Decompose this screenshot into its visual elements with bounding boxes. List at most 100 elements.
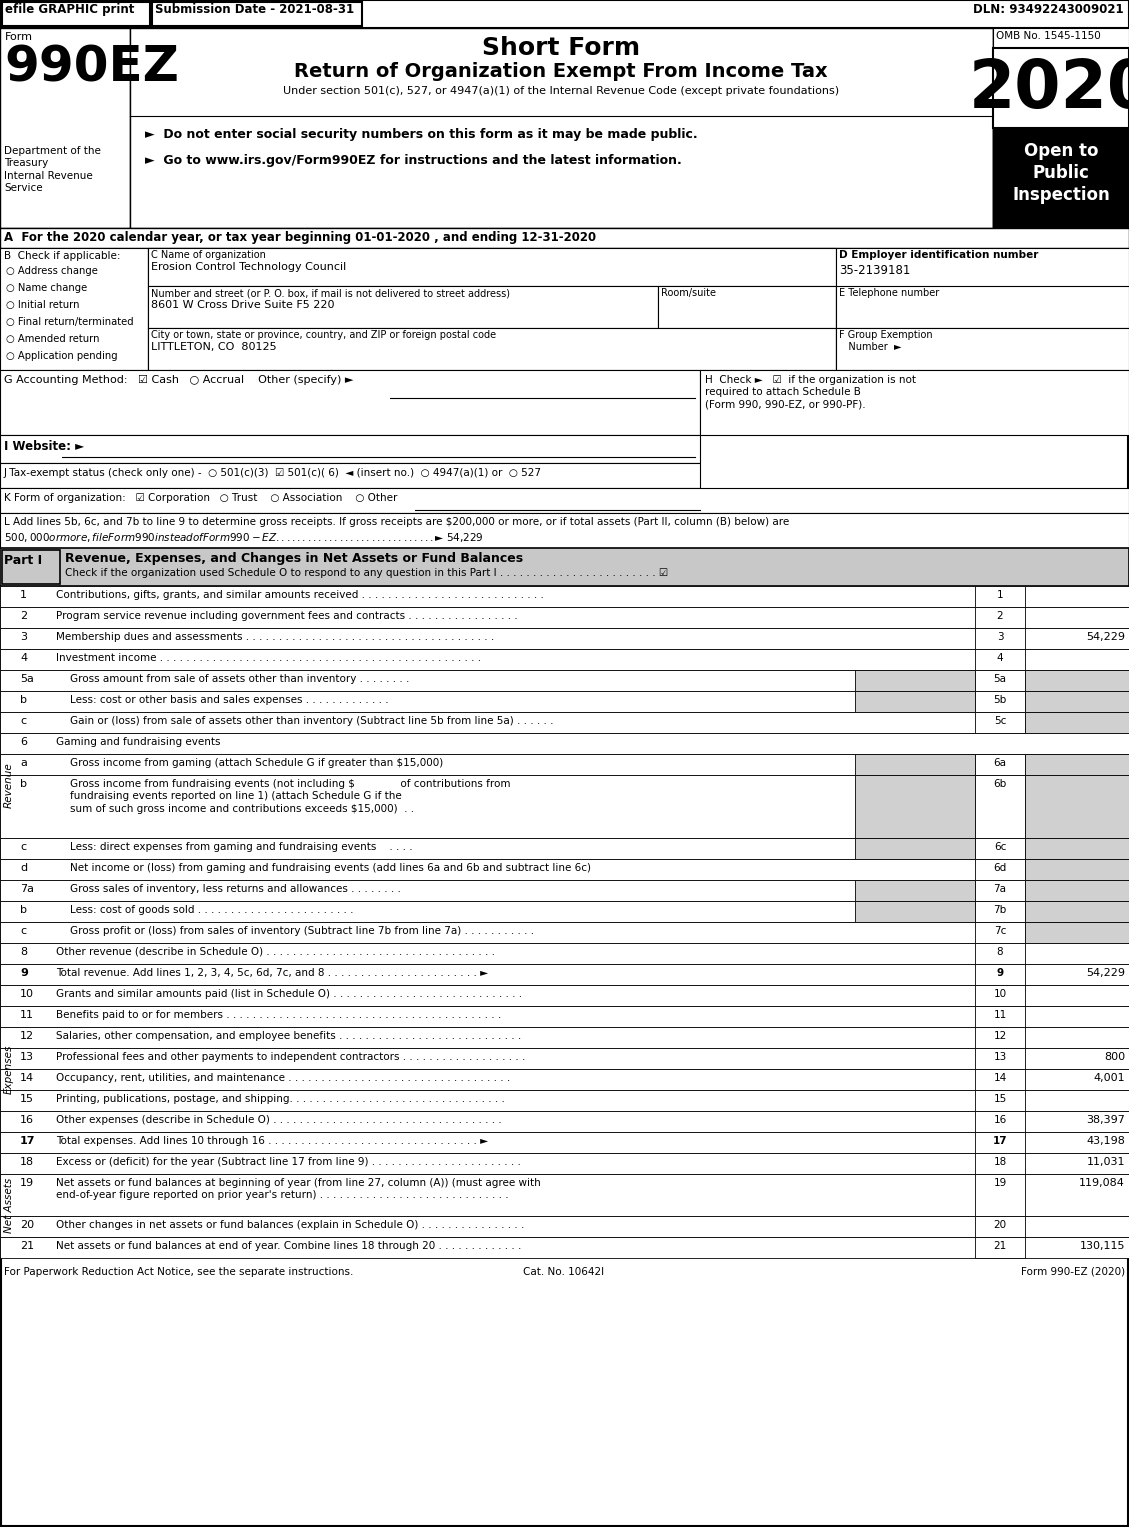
Bar <box>0 513 1129 548</box>
Bar <box>975 670 1025 692</box>
Bar <box>975 712 1025 733</box>
Text: 20: 20 <box>20 1220 34 1231</box>
Text: Other expenses (describe in Schedule O) . . . . . . . . . . . . . . . . . . . . : Other expenses (describe in Schedule O) … <box>56 1115 501 1125</box>
Text: 5c: 5c <box>994 716 1006 725</box>
Text: Benefits paid to or for members . . . . . . . . . . . . . . . . . . . . . . . . : Benefits paid to or for members . . . . … <box>56 1009 501 1020</box>
Text: Revenue, Expenses, and Changes in Net Assets or Fund Balances: Revenue, Expenses, and Changes in Net As… <box>65 551 523 565</box>
Text: 800: 800 <box>1104 1052 1124 1061</box>
Text: Membership dues and assessments . . . . . . . . . . . . . . . . . . . . . . . . : Membership dues and assessments . . . . … <box>56 632 495 641</box>
Text: Form 990-EZ (2020): Form 990-EZ (2020) <box>1021 1267 1124 1277</box>
Bar <box>152 2 362 26</box>
Bar <box>0 247 148 370</box>
Text: Gross profit or (loss) from sales of inventory (Subtract line 7b from line 7a) .: Gross profit or (loss) from sales of inv… <box>70 925 534 936</box>
Text: 18: 18 <box>20 1157 34 1167</box>
Text: 1: 1 <box>20 589 27 600</box>
Text: ○ Final return/terminated: ○ Final return/terminated <box>6 318 133 327</box>
Bar <box>975 1090 1025 1112</box>
Text: A  For the 2020 calendar year, or tax year beginning 01-01-2020 , and ending 12-: A For the 2020 calendar year, or tax yea… <box>5 231 596 244</box>
Bar <box>0 27 130 228</box>
Text: Return of Organization Exempt From Income Tax: Return of Organization Exempt From Incom… <box>295 63 828 81</box>
Bar <box>975 754 1025 776</box>
Text: 5b: 5b <box>994 695 1007 705</box>
Text: Net Assets: Net Assets <box>5 1177 14 1234</box>
Bar <box>0 901 1129 922</box>
Text: Revenue: Revenue <box>5 762 14 808</box>
Text: Other changes in net assets or fund balances (explain in Schedule O) . . . . . .: Other changes in net assets or fund bala… <box>56 1220 524 1231</box>
Bar <box>0 608 1129 628</box>
Text: ○ Amended return: ○ Amended return <box>6 334 99 344</box>
Text: 54,229: 54,229 <box>1086 968 1124 977</box>
Text: 13: 13 <box>994 1052 1007 1061</box>
Bar <box>994 27 1129 47</box>
Text: Investment income . . . . . . . . . . . . . . . . . . . . . . . . . . . . . . . : Investment income . . . . . . . . . . . … <box>56 654 481 663</box>
Text: Less: cost or other basis and sales expenses . . . . . . . . . . . . .: Less: cost or other basis and sales expe… <box>70 695 388 705</box>
Text: 6c: 6c <box>994 841 1006 852</box>
Text: 1: 1 <box>997 589 1004 600</box>
Text: F Group Exemption
   Number  ►: F Group Exemption Number ► <box>839 330 933 353</box>
Text: 6d: 6d <box>994 863 1007 873</box>
Bar <box>0 860 1129 880</box>
Text: Erosion Control Technology Council: Erosion Control Technology Council <box>151 263 347 272</box>
Text: 13: 13 <box>20 1052 34 1061</box>
Text: ○ Address change: ○ Address change <box>6 266 98 276</box>
Text: For Paperwork Reduction Act Notice, see the separate instructions.: For Paperwork Reduction Act Notice, see … <box>5 1267 353 1277</box>
Text: 4: 4 <box>20 654 27 663</box>
Bar <box>975 985 1025 1006</box>
Bar <box>0 776 1129 838</box>
Bar <box>0 922 1129 944</box>
Bar <box>1025 754 1129 776</box>
Text: b: b <box>20 779 27 789</box>
Text: J Tax-exempt status (check only one) -  ○ 501(c)(3)  ☑ 501(c)( 6)  ◄ (insert no.: J Tax-exempt status (check only one) - ○… <box>5 467 542 478</box>
Bar <box>0 548 1129 586</box>
Text: 2020: 2020 <box>969 56 1129 122</box>
Text: 5a: 5a <box>20 673 34 684</box>
Text: c: c <box>20 716 26 725</box>
Text: 16: 16 <box>20 1115 34 1125</box>
Bar <box>835 328 1129 370</box>
Bar <box>975 964 1025 985</box>
Text: Part I: Part I <box>5 554 42 567</box>
Bar <box>0 1215 1129 1237</box>
Text: 3: 3 <box>20 632 27 641</box>
Text: ►  Go to www.irs.gov/Form990EZ for instructions and the latest information.: ► Go to www.irs.gov/Form990EZ for instru… <box>145 154 682 166</box>
Text: 15: 15 <box>20 1093 34 1104</box>
Text: OMB No. 1545-1150: OMB No. 1545-1150 <box>996 31 1101 41</box>
Text: 7c: 7c <box>994 925 1006 936</box>
Bar <box>975 1153 1025 1174</box>
Bar <box>148 286 658 328</box>
Text: 14: 14 <box>994 1073 1007 1083</box>
Bar <box>975 1132 1025 1153</box>
Bar <box>855 901 975 922</box>
Bar <box>658 286 835 328</box>
Bar <box>130 27 994 228</box>
Text: 5a: 5a <box>994 673 1006 684</box>
Text: Expenses: Expenses <box>5 1044 14 1093</box>
Text: Occupancy, rent, utilities, and maintenance . . . . . . . . . . . . . . . . . . : Occupancy, rent, utilities, and maintena… <box>56 1073 510 1083</box>
Text: 10: 10 <box>20 989 34 999</box>
Bar <box>0 692 1129 712</box>
Bar <box>855 838 975 860</box>
Bar <box>0 985 1129 1006</box>
Text: 17: 17 <box>20 1136 35 1145</box>
Text: D Employer identification number: D Employer identification number <box>839 250 1039 260</box>
Text: 14: 14 <box>20 1073 34 1083</box>
Text: 38,397: 38,397 <box>1086 1115 1124 1125</box>
Text: 12: 12 <box>994 1031 1007 1041</box>
Bar <box>975 1215 1025 1237</box>
Text: Open to
Public
Inspection: Open to Public Inspection <box>1012 142 1110 205</box>
Text: Salaries, other compensation, and employee benefits . . . . . . . . . . . . . . : Salaries, other compensation, and employ… <box>56 1031 522 1041</box>
Bar <box>1025 692 1129 712</box>
Bar <box>700 370 1129 435</box>
Text: 6a: 6a <box>994 757 1006 768</box>
Text: Gain or (loss) from sale of assets other than inventory (Subtract line 5b from l: Gain or (loss) from sale of assets other… <box>70 716 553 725</box>
Text: L Add lines 5b, 6c, and 7b to line 9 to determine gross receipts. If gross recei: L Add lines 5b, 6c, and 7b to line 9 to … <box>5 518 789 527</box>
Text: H  Check ►   ☑  if the organization is not
required to attach Schedule B
(Form 9: H Check ► ☑ if the organization is not r… <box>704 376 916 409</box>
Bar <box>0 1237 1129 1258</box>
Bar <box>0 586 1129 608</box>
Bar <box>975 692 1025 712</box>
Bar <box>0 712 1129 733</box>
Text: 7a: 7a <box>994 884 1006 893</box>
Bar <box>1025 670 1129 692</box>
Bar <box>0 754 1129 776</box>
Text: 21: 21 <box>20 1241 34 1251</box>
